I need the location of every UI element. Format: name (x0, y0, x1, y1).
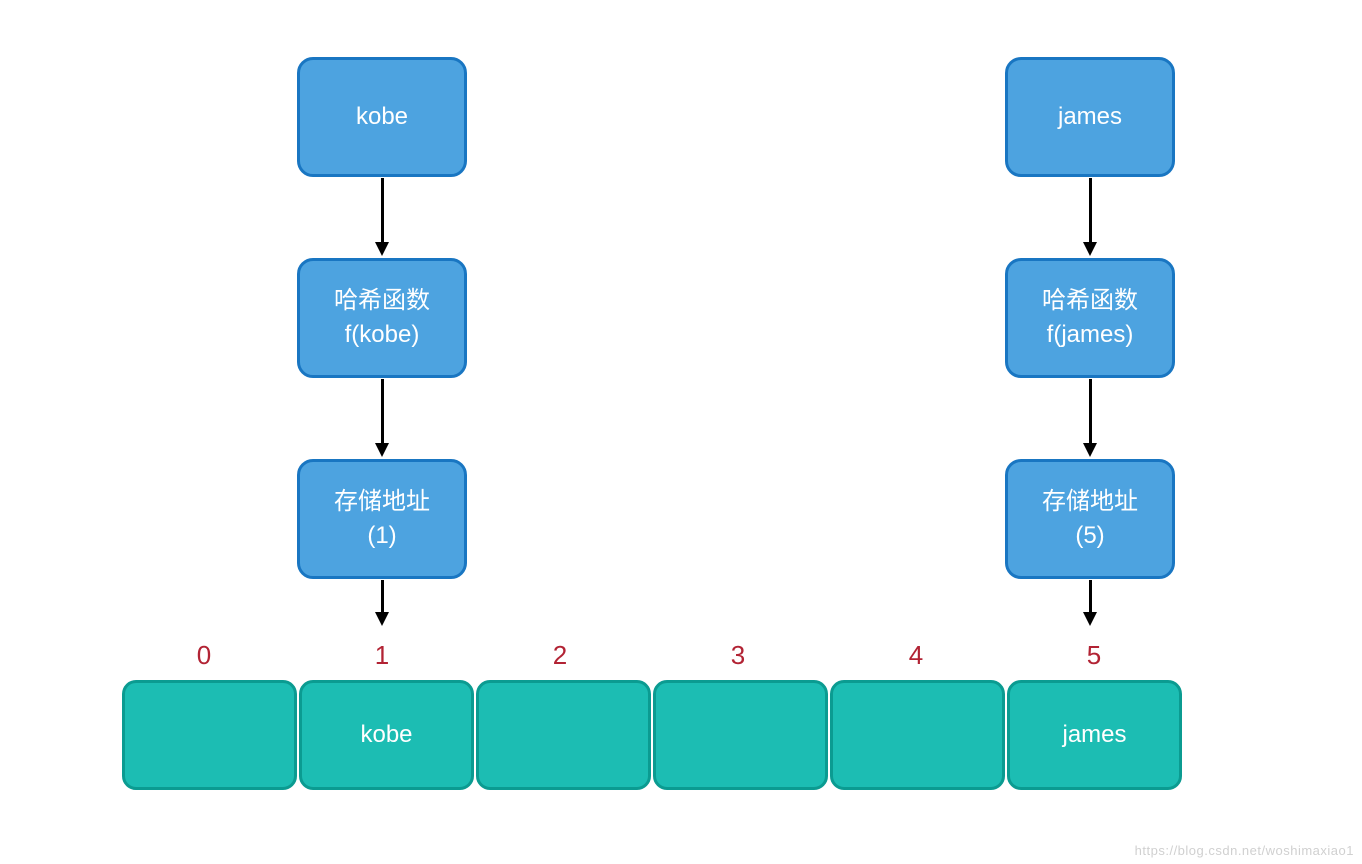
arrow-down (375, 178, 389, 256)
flow-node-kobe-hash: 哈希函数f(kobe) (297, 258, 467, 378)
array-index-label: 4 (901, 640, 931, 671)
array-cell (830, 680, 1005, 790)
array-cell (476, 680, 651, 790)
flow-node-text: 哈希函数 (1042, 284, 1138, 318)
array-cell (653, 680, 828, 790)
watermark-text: https://blog.csdn.net/woshimaxiao1 (1135, 843, 1354, 858)
flow-node-text: 存储地址 (1042, 485, 1138, 519)
arrow-down (375, 379, 389, 457)
arrow-down (375, 580, 389, 626)
flow-node-text: kobe (356, 100, 408, 134)
array-index-label: 1 (367, 640, 397, 671)
flow-node-kobe-address: 存储地址(1) (297, 459, 467, 579)
array-cell: kobe (299, 680, 474, 790)
flow-node-text: 哈希函数 (334, 284, 430, 318)
flow-node-text: (5) (1075, 519, 1104, 553)
flow-node-james-address: 存储地址(5) (1005, 459, 1175, 579)
flow-node-text: 存储地址 (334, 485, 430, 519)
array-index-label: 5 (1079, 640, 1109, 671)
arrow-down (1083, 580, 1097, 626)
flow-node-text: f(kobe) (345, 318, 420, 352)
flow-node-kobe-input: kobe (297, 57, 467, 177)
flow-node-text: (1) (367, 519, 396, 553)
arrow-down (1083, 379, 1097, 457)
array-cell: james (1007, 680, 1182, 790)
array-index-label: 0 (189, 640, 219, 671)
flow-node-text: f(james) (1047, 318, 1134, 352)
flow-node-james-hash: 哈希函数f(james) (1005, 258, 1175, 378)
flow-node-james-input: james (1005, 57, 1175, 177)
array-index-label: 2 (545, 640, 575, 671)
arrow-down (1083, 178, 1097, 256)
flow-node-text: james (1058, 100, 1122, 134)
array-index-label: 3 (723, 640, 753, 671)
array-cell (122, 680, 297, 790)
